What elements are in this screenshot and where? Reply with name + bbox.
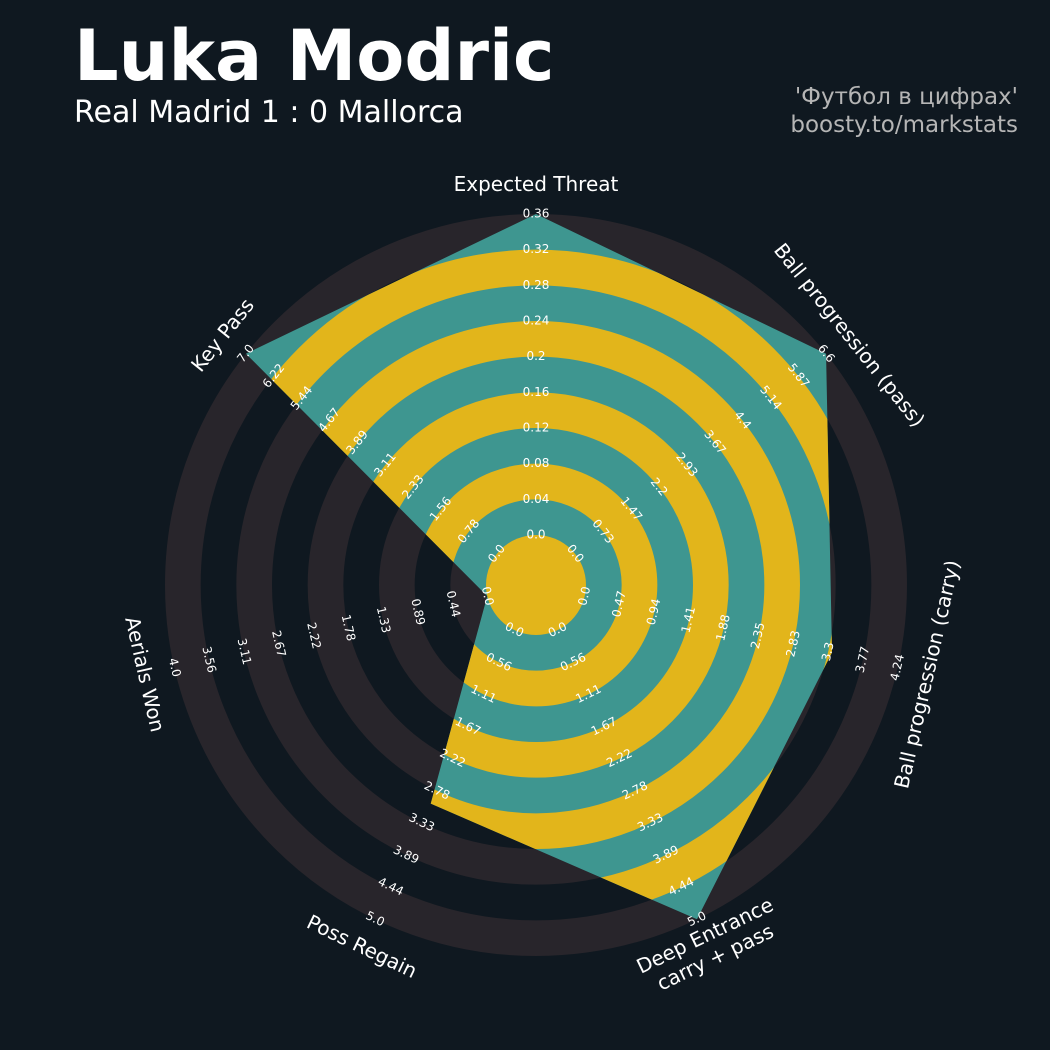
ring-tick-label: 0.94 — [644, 597, 664, 626]
ring-tick-label: 0.2 — [526, 349, 545, 363]
ring-tick-label: 0.24 — [523, 314, 550, 328]
ring-tick-label: 0.89 — [408, 597, 428, 626]
ring-tick-label: 3.56 — [199, 645, 219, 674]
ring-tick-label: 2.22 — [304, 621, 324, 650]
ring-tick-label: 0.44 — [444, 589, 464, 618]
ring-tick-label: 0.47 — [609, 589, 629, 618]
ring-tick-label: 3.77 — [853, 645, 873, 674]
ring-tick-label: 3.3 — [819, 641, 837, 663]
ring-tick-label: 0.04 — [523, 492, 550, 506]
ring-tick-label: 4.24 — [887, 653, 907, 682]
ring-tick-label: 0.0 — [575, 585, 593, 607]
ring-tick-label: 2.67 — [269, 629, 289, 658]
ring-tick-label: 4.0 — [166, 657, 184, 679]
ring-tick-label: 2.83 — [783, 629, 803, 658]
ring-tick-label: 0.32 — [523, 242, 550, 256]
ring-tick-label: 0.0 — [526, 528, 545, 542]
axis-label: Expected Threat — [454, 172, 619, 196]
ring-tick-label: 1.88 — [713, 613, 733, 642]
ring-tick-label: 0.36 — [523, 207, 550, 221]
center-circle — [486, 535, 586, 635]
ring-tick-label: 0.28 — [523, 278, 550, 292]
ring-tick-label: 1.41 — [679, 605, 699, 634]
credit: boosty.to/markstats — [790, 112, 1018, 138]
ring-tick-label: 0.08 — [523, 456, 550, 470]
ring-tick-label: 0.12 — [523, 421, 550, 435]
credit: 'Футбол в цифрах' — [795, 84, 1018, 110]
chart-subtitle: Real Madrid 1 : 0 Mallorca — [74, 95, 464, 130]
ring-tick-label: 1.33 — [374, 605, 394, 634]
ring-tick-label: 0.0 — [479, 585, 497, 607]
ring-tick-label: 3.11 — [235, 637, 255, 666]
ring-tick-label: 2.35 — [748, 621, 768, 650]
axis-label-line: Expected Threat — [454, 172, 619, 196]
ring-tick-label: 1.78 — [339, 613, 359, 642]
chart-title: Luka Modric — [74, 15, 554, 97]
ring-tick-label: 0.16 — [523, 385, 550, 399]
